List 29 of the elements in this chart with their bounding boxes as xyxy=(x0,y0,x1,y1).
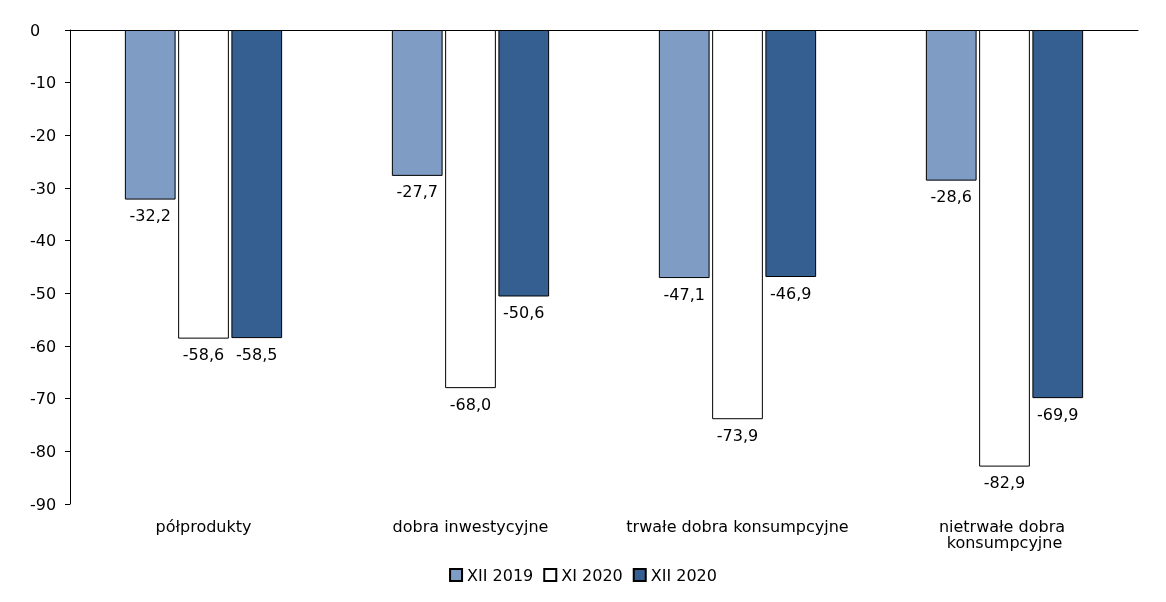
x-tick-label: dobra inwestycyjne xyxy=(392,516,549,536)
legend-label: XII 2020 xyxy=(650,565,717,585)
y-tick-label: -90 xyxy=(30,494,57,514)
y-tick-label: -20 xyxy=(30,125,57,145)
data-label: -58,6 xyxy=(182,345,225,365)
x-tick-label: półprodukty xyxy=(155,516,252,536)
legend-label: XII 2019 xyxy=(467,565,534,585)
y-tick-label: -30 xyxy=(30,178,57,198)
x-tick-label: trwałe dobra konsumpcyjne xyxy=(626,516,849,536)
data-label: -50,6 xyxy=(503,302,545,322)
x-tick-label: nietrwałe dobra konsumpcyjne xyxy=(938,516,1071,552)
data-label: -28,6 xyxy=(930,187,972,207)
y-tick-label: -70 xyxy=(30,389,57,409)
y-tick-label: -60 xyxy=(30,336,57,356)
data-label: -73,9 xyxy=(716,425,759,445)
y-tick-label: -10 xyxy=(30,73,57,93)
y-tick-label: -50 xyxy=(30,283,57,303)
data-label: -32,2 xyxy=(129,206,171,226)
data-label: -46,9 xyxy=(770,283,812,303)
data-label: -69,9 xyxy=(1037,404,1079,424)
data-label: -27,7 xyxy=(396,182,438,202)
data-label: -82,9 xyxy=(983,473,1026,493)
data-label: -47,1 xyxy=(663,284,705,304)
legend-label: XI 2020 xyxy=(561,565,623,585)
y-tick-label: 0 xyxy=(30,20,41,40)
data-label: -58,5 xyxy=(236,344,278,364)
y-tick-label: -40 xyxy=(30,231,57,251)
data-label: -68,0 xyxy=(449,394,492,414)
y-tick-label: -80 xyxy=(30,441,57,461)
